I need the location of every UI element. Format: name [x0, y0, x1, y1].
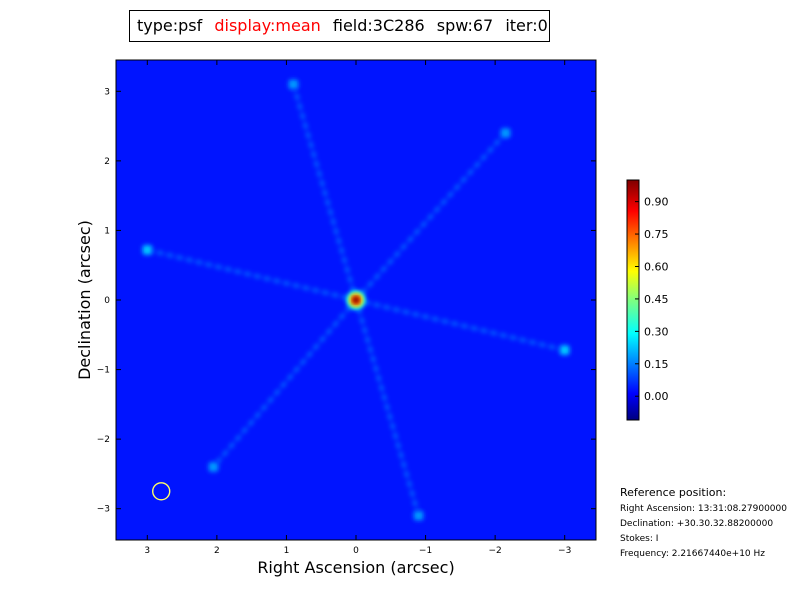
- colorbar-tick-label: 0.45: [644, 293, 669, 306]
- sidelobe-streak: [290, 81, 359, 303]
- reference-heading: Reference position:: [620, 486, 727, 499]
- sidelobe-streak: [353, 130, 509, 303]
- peak-contour: [211, 464, 216, 470]
- x-tick-label: 1: [284, 546, 290, 556]
- sidelobe-streak: [353, 297, 568, 353]
- title-display-mode[interactable]: display:mean: [214, 16, 321, 35]
- sidelobe-streak: [353, 297, 422, 519]
- grating-lobe-peak: [206, 460, 220, 474]
- grating-lobe-peak: [558, 343, 572, 357]
- colorbar-gradient: [626, 179, 640, 421]
- peak-contour: [503, 130, 508, 136]
- position-marker-circle[interactable]: [152, 482, 171, 501]
- colorbar-tick-label: 0.30: [644, 325, 669, 338]
- peak-contour: [352, 296, 360, 304]
- peak-contour: [416, 513, 421, 518]
- chart-title-box: type:psf display:mean field:3C286 spw:67…: [129, 10, 550, 42]
- grating-lobe-peak: [412, 509, 426, 523]
- sidelobe-streak: [210, 297, 359, 470]
- reference-dec: Declination: +30.30.32.88200000: [620, 519, 774, 529]
- x-tick-label: 0: [353, 546, 359, 556]
- grating-lobe-peak: [286, 77, 300, 91]
- title-field: field:3C286: [332, 16, 425, 35]
- psf-peaks: [140, 77, 572, 523]
- colorbar-tick-label: 0.90: [644, 196, 669, 209]
- x-tick-label: 3: [144, 546, 150, 556]
- y-tick-label: 0: [104, 296, 110, 306]
- colorbar-ticks: 0.00 0.15 0.30 0.45 0.60 0.75 0.90: [635, 196, 669, 403]
- x-axis-label: Right Ascension (arcsec): [257, 558, 454, 577]
- y-tick-label: 2: [104, 157, 110, 167]
- reference-frequency: Frequency: 2.21667440e+10 Hz: [620, 549, 766, 559]
- x-axis-ticks: 3 2 1 0 −1 −2 −3: [144, 60, 571, 556]
- colorbar-tick-label: 0.75: [644, 228, 669, 241]
- x-tick-label: −1: [419, 546, 432, 556]
- colorbar-tick-label: 0.60: [644, 260, 669, 273]
- colorbar-tick-label: 0.00: [644, 390, 669, 403]
- x-tick-label: 2: [214, 546, 220, 556]
- y-axis-ticks: 3 2 1 0 −1 −2 −3: [97, 87, 596, 515]
- x-tick-label: −3: [558, 546, 571, 556]
- sidelobe-streak: [144, 247, 359, 303]
- grating-lobe-peak: [499, 126, 513, 140]
- heatmap-plot-area[interactable]: [115, 59, 597, 541]
- colorbar: 0.00 0.15 0.30 0.45 0.60 0.75 0.90: [626, 179, 669, 421]
- y-axis-label: Declination (arcsec): [75, 220, 94, 380]
- y-tick-label: −3: [97, 505, 110, 515]
- colorbar-tick-label: 0.15: [644, 358, 669, 371]
- x-tick-label: −2: [488, 546, 501, 556]
- sidelobe-pattern: [144, 81, 568, 519]
- title-type: type:psf: [137, 16, 203, 35]
- title-iter: iter:0: [505, 16, 548, 35]
- main-lobe-peak: [346, 290, 366, 310]
- y-tick-label: 1: [104, 226, 110, 236]
- reference-stokes: Stokes: I: [620, 534, 659, 544]
- y-tick-label: −2: [97, 435, 110, 445]
- reference-position-panel: Reference position: Right Ascension: 13:…: [620, 485, 787, 562]
- y-tick-label: −1: [97, 366, 110, 376]
- grating-lobe-peak: [140, 243, 154, 257]
- peak-contour: [145, 247, 150, 253]
- reference-ra: Right Ascension: 13:31:08.27900000: [620, 504, 787, 514]
- title-spw: spw:67: [436, 16, 494, 35]
- peak-contour: [291, 82, 296, 87]
- y-tick-label: 3: [104, 87, 110, 97]
- peak-contour: [562, 347, 567, 353]
